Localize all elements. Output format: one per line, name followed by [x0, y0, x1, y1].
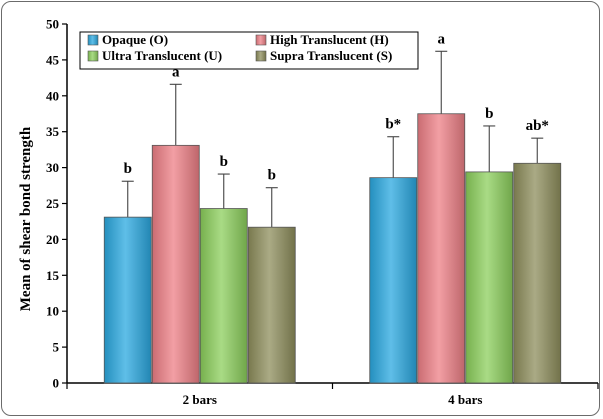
y-tick-label: 40 — [46, 88, 59, 103]
y-tick-label: 5 — [53, 340, 60, 355]
significance-label: ab* — [526, 118, 549, 134]
legend-swatch — [255, 34, 267, 46]
y-tick-label: 25 — [46, 196, 60, 211]
y-tick-label: 10 — [46, 304, 59, 319]
bar — [103, 216, 152, 384]
significance-label: b — [124, 161, 132, 177]
legend-label: Ultra Translucent (U) — [102, 48, 222, 63]
significance-label: b — [485, 106, 493, 122]
bar — [513, 162, 562, 384]
y-axis-label: Mean of shear bond strength — [18, 126, 34, 311]
y-tick-label: 20 — [46, 232, 59, 247]
bar — [151, 144, 200, 384]
legend-swatch — [87, 34, 99, 46]
significance-label: a — [172, 64, 180, 80]
legend-swatch — [87, 50, 99, 62]
x-axis: 2 bars 4 bars — [66, 382, 599, 407]
legend-label: Opaque (O) — [102, 32, 168, 47]
y-axis: 0 5 10 15 20 25 30 35 40 45 50 — [46, 17, 68, 391]
significance-label: a — [438, 31, 446, 47]
significance-label: b — [268, 168, 276, 184]
significance-label: b — [220, 154, 228, 170]
legend-box — [79, 31, 419, 70]
y-tick-label: 0 — [53, 376, 60, 391]
bar — [417, 113, 466, 384]
y-tick-label: 35 — [46, 124, 60, 139]
y-tick-label: 45 — [46, 52, 60, 67]
bar — [465, 171, 514, 384]
legend-label: Supra Translucent (S) — [270, 48, 392, 63]
legend-swatch — [255, 50, 267, 62]
x-category-label: 2 bars — [183, 392, 217, 407]
legend-label: High Translucent (H) — [270, 32, 389, 47]
y-tick-label: 50 — [46, 17, 59, 32]
bar — [247, 226, 296, 384]
y-tick-label: 15 — [46, 268, 60, 283]
x-category-label: 4 bars — [448, 392, 482, 407]
y-tick-label: 30 — [46, 160, 59, 175]
legend: Opaque (O) High Translucent (H) Ultra Tran… — [79, 31, 419, 70]
significance-label: b* — [385, 117, 401, 133]
bar — [199, 208, 248, 384]
bars: b a b b b* a b ab* — [103, 31, 562, 384]
bar — [369, 177, 418, 384]
